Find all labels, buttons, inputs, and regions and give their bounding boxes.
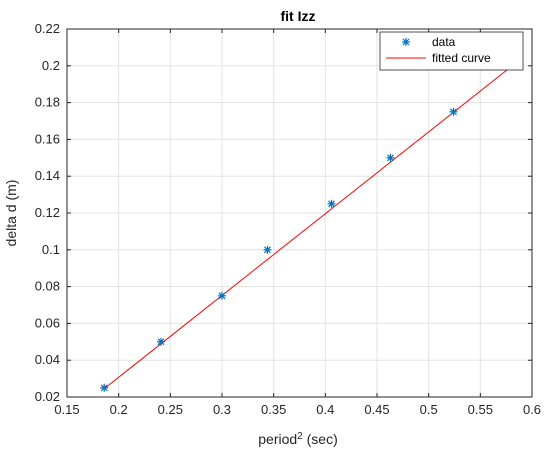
x-tick-label: 0.35 (261, 402, 286, 417)
y-tick-label: 0.08 (35, 279, 60, 294)
data-point (386, 153, 395, 162)
axis-ticks: 0.15 0.2 0.25 0.3 0.35 0.4 0.45 0.5 0.55 0.6 0.02 0… (35, 21, 541, 417)
y-tick-label: 0.2 (42, 58, 60, 73)
data-point (157, 337, 166, 346)
legend: data fitted curve (379, 31, 524, 71)
y-tick-label: 0.12 (35, 205, 60, 220)
legend-box (379, 31, 524, 71)
x-axis-label: period2 (sec) (258, 431, 337, 448)
data-point (449, 107, 458, 116)
x-axis-label-main: period (258, 431, 297, 447)
y-tick-label: 0.14 (35, 168, 60, 183)
y-tick-label: 0.06 (35, 315, 60, 330)
y-tick-label: 0.04 (35, 352, 60, 367)
chart-title: fit Izz (281, 8, 316, 24)
x-tick-label: 0.4 (316, 402, 334, 417)
legend-label-data: data (432, 35, 456, 49)
legend-label-fitted-curve: fitted curve (432, 51, 491, 65)
y-tick-label: 0.02 (35, 389, 60, 404)
data-point (218, 291, 226, 300)
y-tick-label: 0.18 (35, 95, 60, 110)
x-tick-label: 0.6 (523, 402, 541, 417)
x-tick-label: 0.3 (213, 402, 231, 417)
x-axis-label-superscript: 2 (297, 431, 303, 442)
x-tick-label: 0.45 (364, 402, 389, 417)
data-point (263, 245, 272, 254)
grid (67, 29, 532, 397)
y-tick-label: 0.22 (35, 21, 60, 36)
x-tick-label: 0.5 (420, 402, 438, 417)
legend-data-marker (402, 38, 410, 46)
x-tick-label: 0.55 (468, 402, 493, 417)
x-axis-label-unit: (sec) (303, 431, 338, 447)
series (100, 61, 518, 392)
x-tick-label: 0.2 (110, 402, 128, 417)
y-tick-label: 0.16 (35, 131, 60, 146)
x-tick-label: 0.15 (54, 402, 79, 417)
fitted-curve-line (103, 64, 514, 390)
data-point (100, 383, 109, 392)
y-axis-label: delta d (m) (3, 180, 19, 247)
x-tick-label: 0.25 (158, 402, 183, 417)
y-tick-label: 0.1 (42, 242, 60, 257)
data-point (327, 199, 336, 208)
